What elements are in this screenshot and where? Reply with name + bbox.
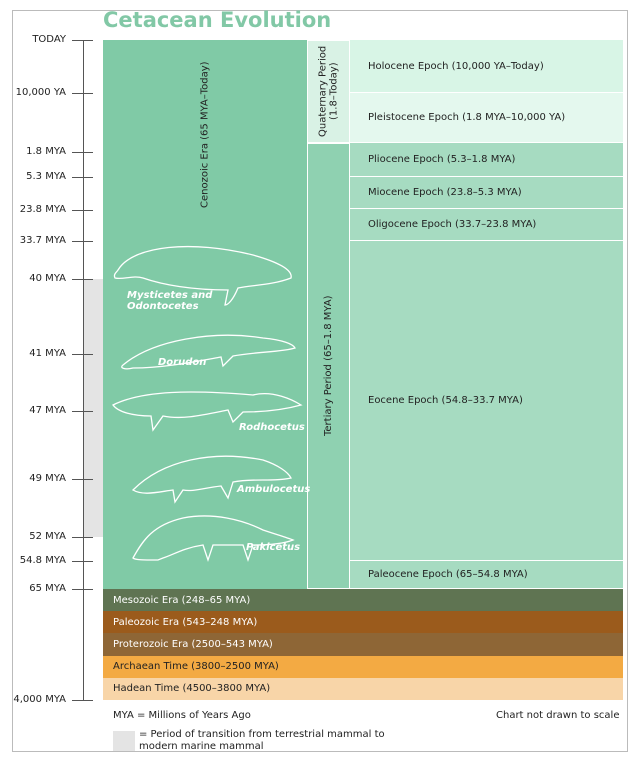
time-label: TODAY <box>32 34 66 45</box>
epoch: Pleistocene Epoch (1.8 MYA–10,000 YA) <box>350 93 623 143</box>
time-label: 65 MYA <box>29 583 66 594</box>
time-label: 4,000 MYA <box>13 694 66 705</box>
time-label: 47 MYA <box>29 405 66 416</box>
epoch: Paleocene Epoch (65–54.8 MYA) <box>350 561 623 589</box>
older-era: Mesozoic Era (248–65 MYA) <box>103 589 623 612</box>
time-tick <box>72 537 93 538</box>
older-era: Hadean Time (4500–3800 MYA) <box>103 677 623 700</box>
period-tertiary: Tertiary Period (65–1.8 MYA) <box>307 143 350 589</box>
title: Cetacean Evolution <box>103 8 332 32</box>
epoch: Eocene Epoch (54.8–33.7 MYA) <box>350 241 623 561</box>
time-axis <box>83 40 84 700</box>
animal-label: Rodhocetus <box>239 422 305 433</box>
older-era: Paleozoic Era (543–248 MYA) <box>103 611 623 634</box>
older-era: Proterozoic Era (2500–543 MYA) <box>103 633 623 656</box>
time-label: 41 MYA <box>29 348 66 359</box>
time-label: 1.8 MYA <box>26 146 66 157</box>
time-tick <box>72 561 93 562</box>
time-tick <box>72 354 93 355</box>
epoch: Holocene Epoch (10,000 YA–Today) <box>350 40 623 93</box>
time-label: 5.3 MYA <box>26 171 66 182</box>
time-label: 52 MYA <box>29 531 66 542</box>
time-label: 23.8 MYA <box>19 204 66 215</box>
epoch: Oligocene Epoch (33.7–23.8 MYA) <box>350 209 623 241</box>
animal-label: Ambulocetus <box>237 484 311 495</box>
note-mya: MYA = Millions of Years Ago <box>113 710 251 721</box>
epoch: Miocene Epoch (23.8–5.3 MYA) <box>350 177 623 209</box>
time-tick <box>72 93 93 94</box>
animal-label: Mysticetes and Odontocetes <box>127 290 213 312</box>
time-tick <box>72 177 93 178</box>
animal-label: Dorudon <box>158 357 207 368</box>
time-tick <box>72 40 93 41</box>
time-label: 33.7 MYA <box>19 235 66 246</box>
time-label: 40 MYA <box>29 273 66 284</box>
period-quaternary: Quaternary Period (1.8–Today) <box>307 40 350 143</box>
time-tick <box>72 411 93 412</box>
time-tick <box>72 241 93 242</box>
time-tick <box>72 700 93 701</box>
era-label: Cenozoic Era (65 MYA–Today) <box>199 61 211 209</box>
animal-illustrations <box>112 245 303 563</box>
time-tick <box>72 152 93 153</box>
transition-shade <box>83 279 103 537</box>
legend-swatch <box>113 731 135 751</box>
time-tick <box>72 589 93 590</box>
time-label: 49 MYA <box>29 473 66 484</box>
note-scale: Chart not drawn to scale <box>496 710 620 721</box>
time-label: 10,000 YA <box>15 87 66 98</box>
note-transition: = Period of transition from terrestrial … <box>139 729 385 752</box>
time-tick <box>72 479 93 480</box>
older-era: Archaean Time (3800–2500 MYA) <box>103 655 623 678</box>
era-block <box>103 40 307 589</box>
frame <box>12 10 628 752</box>
animal-label: Pakicetus <box>246 542 301 553</box>
epoch: Pliocene Epoch (5.3–1.8 MYA) <box>350 143 623 177</box>
time-label: 54.8 MYA <box>19 555 66 566</box>
time-tick <box>72 279 93 280</box>
time-tick <box>72 210 93 211</box>
